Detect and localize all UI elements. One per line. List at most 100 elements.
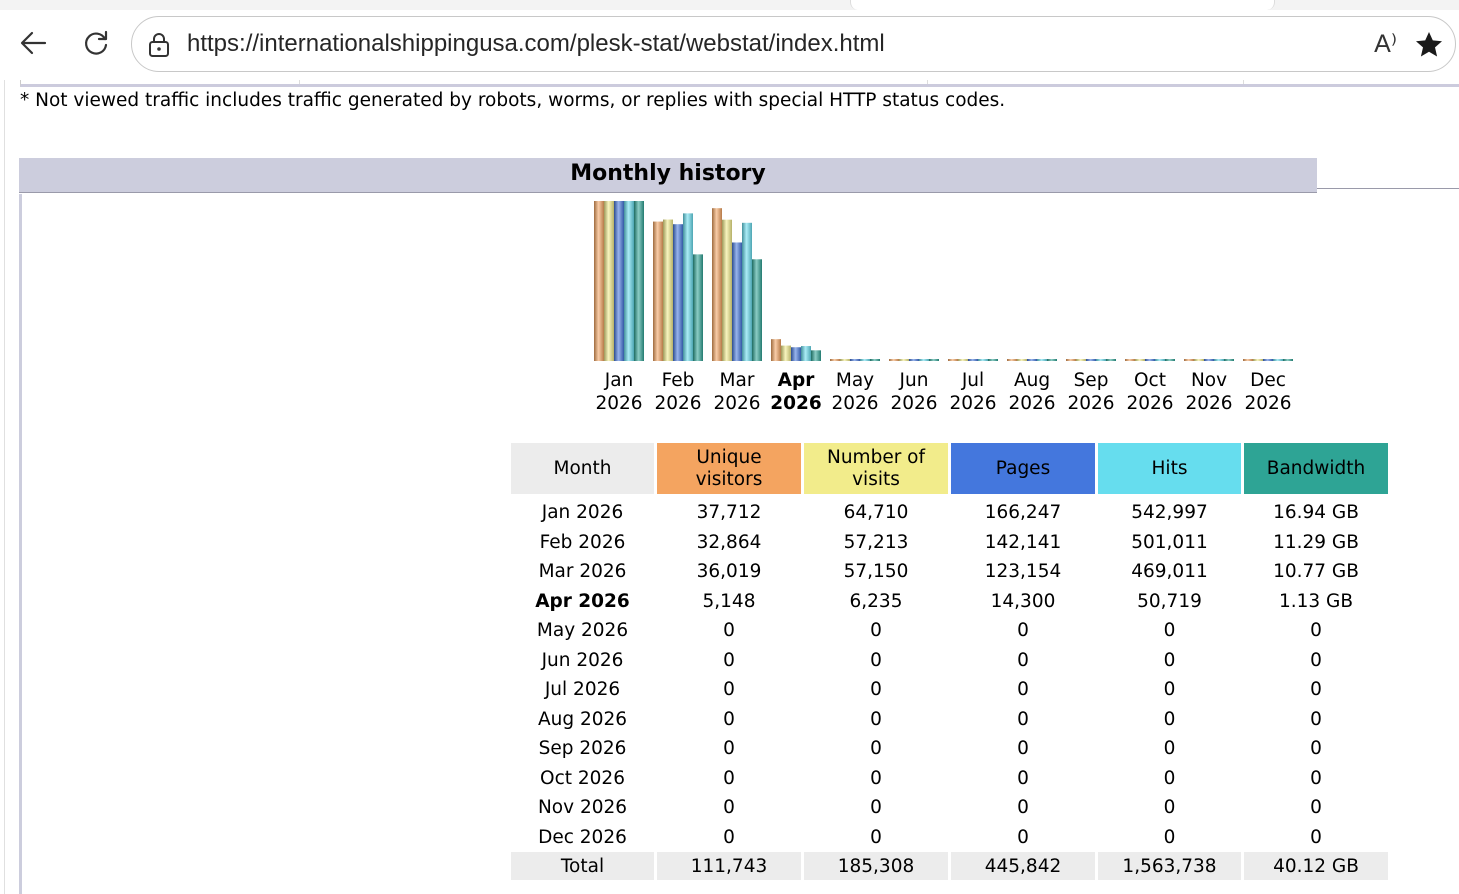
cell-visits: 57,213: [843, 531, 909, 553]
cell-bandwidth: 0: [1310, 738, 1322, 760]
table-row: Jun 2026 0 0 0 0 0: [511, 646, 1388, 676]
cell-pages: 0: [1017, 797, 1029, 819]
bar-bandwidth_gb-feb: [693, 254, 703, 361]
bar-hits-feb: [683, 213, 693, 361]
bar-visits-nov: [1194, 359, 1204, 361]
column-header: Month: [511, 443, 654, 494]
bar-pages-aug: [1027, 359, 1037, 361]
cell-visits: 6,235: [849, 590, 903, 612]
total-cell-bandwidth: 40.12 GB: [1244, 852, 1388, 880]
x-tick-label-year: 2026: [1067, 393, 1114, 414]
bar-bandwidth_gb-dec: [1283, 359, 1293, 361]
favorite-star-icon[interactable]: [1413, 29, 1445, 61]
cell-unique: 0: [723, 738, 735, 760]
arrow-left-icon: [20, 31, 47, 55]
reload-button[interactable]: [79, 26, 113, 60]
bar-unique-jun: [889, 359, 899, 361]
cell-pages: 0: [1017, 826, 1029, 848]
bar-visits-mar: [722, 219, 732, 361]
cell-unique: 32,864: [696, 531, 762, 553]
cell-unique: 36,019: [696, 561, 762, 583]
bar-unique-apr: [771, 339, 781, 361]
url-text[interactable]: https://internationalshippingusa.com/ple…: [187, 30, 885, 57]
cell-visits: 0: [870, 679, 882, 701]
bar-unique-dec: [1243, 359, 1253, 361]
bar-visits-sep: [1076, 359, 1086, 361]
cell-visits: 64,710: [843, 502, 909, 524]
previous-table-edge: [20, 80, 1459, 87]
table-row: Jul 2026 0 0 0 0 0: [511, 675, 1388, 705]
bar-visits-jul: [958, 359, 968, 361]
cell-bandwidth: 0: [1310, 679, 1322, 701]
bar-pages-dec: [1263, 359, 1273, 361]
bar-unique-sep: [1066, 359, 1076, 361]
cell-visits: 0: [870, 620, 882, 642]
bar-pages-feb: [673, 224, 683, 361]
table-row: Jan 2026 37,712 64,710 166,247 542,997 16.94 …: [511, 494, 1388, 528]
bar-unique-may: [830, 359, 840, 361]
x-tick-label-month: Mar: [720, 370, 755, 391]
cell-pages: 0: [1017, 708, 1029, 730]
bar-hits-may: [860, 359, 870, 361]
cell-bandwidth: 16.94 GB: [1273, 502, 1359, 524]
cell-visits: 0: [870, 797, 882, 819]
x-tick-label-year: 2026: [949, 393, 996, 414]
total-row: Total 111,743 185,308 445,842 1,563,738 40.12…: [511, 852, 1388, 880]
cell-visits: 57,150: [843, 561, 909, 583]
table-row: Dec 2026 0 0 0 0 0: [511, 823, 1388, 853]
bar-pages-jan: [614, 201, 624, 361]
section-body: [19, 194, 1459, 894]
column-header: Pages: [951, 443, 1095, 494]
x-tick-label-year: 2026: [1008, 393, 1055, 414]
read-aloud-icon[interactable]: A⁾: [1374, 30, 1397, 58]
cell-month: Sep 2026: [538, 738, 627, 760]
active-tab[interactable]: [850, 0, 1275, 10]
cell-hits: 0: [1163, 679, 1176, 701]
x-tick-label-month: May: [836, 370, 874, 391]
bar-hits-nov: [1214, 359, 1224, 361]
table-row: Sep 2026 0 0 0 0 0: [511, 734, 1388, 764]
cell-bandwidth: 1.13 GB: [1278, 590, 1354, 612]
total-cell-unique: 111,743: [657, 852, 801, 880]
bar-visits-dec: [1253, 359, 1263, 361]
table-row: Nov 2026 0 0 0 0 0: [511, 793, 1388, 823]
cell-unique: 0: [723, 620, 735, 642]
x-tick-label-year: 2026: [1185, 393, 1232, 414]
x-tick-label-year: 2026: [713, 393, 760, 414]
table-row: Feb 2026 32,864 57,213 142,141 501,011 11.29 …: [511, 528, 1388, 558]
cell-month: Jul 2026: [544, 679, 621, 701]
bar-visits-jun: [899, 359, 909, 361]
bar-pages-sep: [1086, 359, 1096, 361]
x-tick-label-month: Dec: [1250, 370, 1286, 391]
cell-hits: 0: [1163, 797, 1176, 819]
x-tick-label-month: Aug: [1014, 370, 1050, 391]
cell-month: Jun 2026: [541, 649, 624, 671]
column-header: Bandwidth: [1244, 443, 1388, 494]
cell-hits: 0: [1163, 826, 1176, 848]
x-tick-label-month: Feb: [662, 370, 695, 391]
x-tick-label-year: 2026: [831, 393, 878, 414]
divider: [299, 80, 300, 84]
header-line: [1317, 188, 1459, 189]
table-row: Oct 2026 0 0 0 0 0: [511, 764, 1388, 794]
cell-pages: 123,154: [984, 561, 1062, 583]
bar-bandwidth_gb-jul: [988, 359, 998, 361]
bar-hits-jan: [624, 201, 634, 361]
cell-pages: 0: [1017, 767, 1029, 789]
cell-bandwidth: 0: [1310, 826, 1322, 848]
column-header: Unique visitors: [657, 443, 801, 494]
address-bar[interactable]: https://internationalshippingusa.com/ple…: [131, 16, 1456, 72]
bar-bandwidth_gb-jun: [929, 359, 939, 361]
monthly-history-table: Month Unique visitors Number of visits Page…: [508, 443, 1391, 880]
back-button[interactable]: [16, 26, 50, 60]
bar-hits-mar: [742, 222, 752, 361]
bar-pages-nov: [1204, 359, 1214, 361]
cell-unique: 0: [723, 708, 735, 730]
lock-icon[interactable]: [147, 32, 171, 58]
bar-unique-jan: [594, 201, 604, 361]
cell-bandwidth: 10.77 GB: [1273, 561, 1359, 583]
cell-visits: 0: [870, 649, 882, 671]
cell-pages: 166,247: [984, 502, 1062, 524]
cell-bandwidth: 0: [1310, 797, 1322, 819]
total-cell-pages: 445,842: [951, 852, 1095, 880]
